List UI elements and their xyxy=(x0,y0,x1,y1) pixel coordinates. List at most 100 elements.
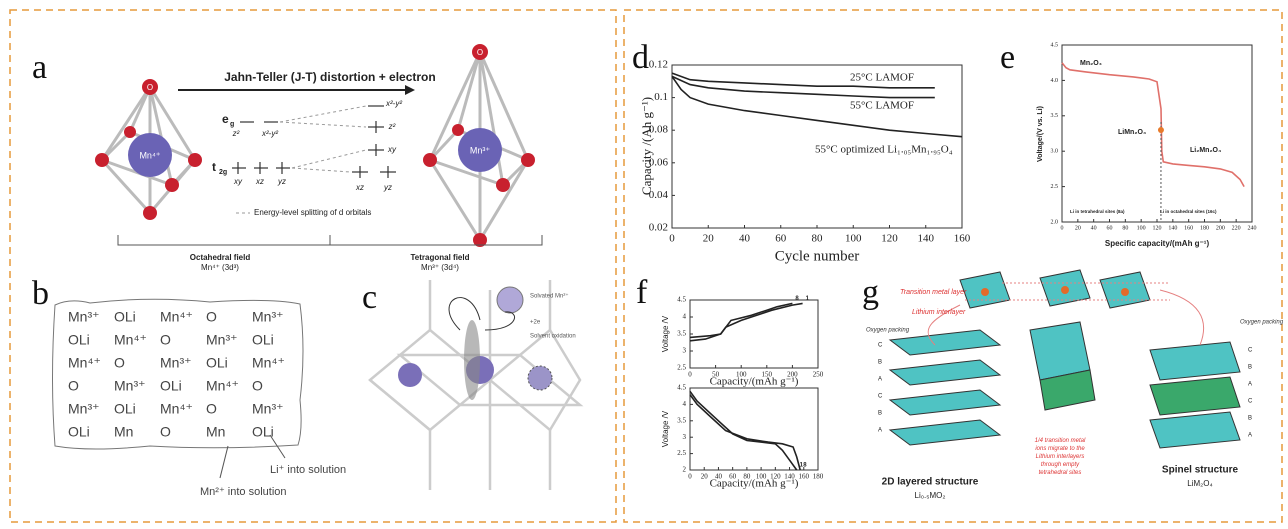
series-line xyxy=(689,394,801,471)
orbital-label: x²-y² xyxy=(261,129,278,138)
x-tick-label: 220 xyxy=(1232,225,1241,231)
site-label: OLi xyxy=(114,309,136,325)
x-tick-label: 0 xyxy=(688,371,692,379)
legend: Energy-level splitting of d orbitals xyxy=(254,208,371,217)
x-axis-label: Cycle number xyxy=(775,248,860,264)
orbital-label: z² xyxy=(232,129,240,138)
y-tick-label: 2.5 xyxy=(1051,184,1059,190)
spinel-cluster xyxy=(368,280,584,490)
y-tick-label: 0.06 xyxy=(649,156,669,168)
x-tick-label: 20 xyxy=(703,233,715,245)
site-label: O xyxy=(160,424,171,440)
x-tick-label: 180 xyxy=(813,473,824,481)
ion-label: Mn³⁺ xyxy=(470,145,490,155)
x-tick-label: 120 xyxy=(1153,225,1162,231)
x-tick-label: 80 xyxy=(1122,225,1128,231)
orbital-label: x²-y² xyxy=(385,99,402,108)
stack-label: C xyxy=(1248,348,1253,354)
series-line xyxy=(671,75,963,138)
y-tick-label: 0.12 xyxy=(649,59,668,71)
orbital-label: yz xyxy=(383,183,392,192)
site-label: Mn³⁺ xyxy=(68,401,100,417)
x-tick-label: 160 xyxy=(1184,225,1193,231)
series-line xyxy=(671,72,935,89)
annotation: Li in tetrahedral sites (8a) xyxy=(1070,209,1125,214)
note: 1/4 transition metal ions migrate to the L… xyxy=(1035,438,1086,476)
ion-label: Mn⁴⁺ xyxy=(139,150,160,160)
x-tick-label: 80 xyxy=(743,473,751,481)
site-label: OLi xyxy=(206,355,228,371)
panel-label: f xyxy=(636,274,648,311)
label: Oxygen packing xyxy=(866,328,910,334)
site-label: Mn⁴⁺ xyxy=(160,401,193,417)
y-axis-label: Voltage /V xyxy=(661,410,670,447)
y-tick-label: 2.5 xyxy=(677,364,686,372)
x-tick-label: 100 xyxy=(845,233,862,245)
note: Mn²⁺ into solution xyxy=(200,486,287,498)
label: Lithium interlayer xyxy=(912,309,966,316)
brackets xyxy=(117,235,543,246)
y-tick-label: 4 xyxy=(683,313,687,321)
x-tick-label: 120 xyxy=(881,233,898,245)
site-label: O xyxy=(160,332,171,348)
y-axis-label: Voltage /V xyxy=(661,315,670,352)
site-label: Mn³⁺ xyxy=(252,309,284,325)
field-config: Mn⁴⁺ (3d³) xyxy=(201,263,239,272)
stack-label: C xyxy=(878,343,883,349)
stack-label: A xyxy=(1248,382,1252,388)
y-tick-label: 4.5 xyxy=(677,296,686,304)
site-label: Mn xyxy=(206,424,225,440)
stack-label: B xyxy=(1248,416,1252,422)
x-axis-label: Capacity/(mAh g⁻¹) xyxy=(710,478,799,490)
y-tick-label: 2 xyxy=(683,466,687,474)
y-tick-label: 4.0 xyxy=(1051,78,1059,84)
orbital-label: yz xyxy=(277,177,286,186)
stack-label: C xyxy=(878,394,883,400)
field-label: Octahedral field xyxy=(190,253,251,262)
label: +2e xyxy=(530,320,541,326)
left-frame xyxy=(9,9,617,523)
layered-stacks xyxy=(888,269,1241,449)
x-tick-label: 100 xyxy=(736,371,747,379)
solvated-ion xyxy=(496,286,524,314)
eg-sub: g xyxy=(230,121,234,128)
x-axis-label: Capacity/(mAh g⁻¹) xyxy=(710,376,799,388)
stack-label: A xyxy=(878,428,882,434)
y-tick-label: 3.5 xyxy=(1051,113,1059,119)
arrows xyxy=(448,297,515,331)
site-label: O xyxy=(206,309,217,325)
series-label: 55°C LAMOF xyxy=(850,100,914,112)
x-tick-label: 20 xyxy=(1075,225,1081,231)
annotation: Li in octahedral sites (16c) xyxy=(1160,209,1217,214)
octahedron-right xyxy=(423,44,535,247)
right-frame xyxy=(623,9,1283,523)
site-label: OLi xyxy=(252,332,274,348)
x-tick-label: 150 xyxy=(762,371,773,379)
site-label: Mn³⁺ xyxy=(206,332,238,348)
x-tick-label: 0 xyxy=(688,473,692,481)
x-tick-label: 160 xyxy=(799,473,810,481)
x-tick-label: 100 xyxy=(756,473,767,481)
stack-label: A xyxy=(878,377,882,383)
panel-label: c xyxy=(362,279,377,316)
label: Transition metal layer xyxy=(900,289,967,296)
orbital-label: xz xyxy=(255,177,264,186)
oxygen-label: O xyxy=(477,48,483,57)
x-tick-label: 80 xyxy=(812,233,824,245)
y-tick-label: 2.5 xyxy=(677,449,686,457)
x-tick-label: 40 xyxy=(715,473,723,481)
site-label: OLi xyxy=(252,424,274,440)
site-label: Mn³⁺ xyxy=(68,309,100,325)
orbital-label: xz xyxy=(355,183,364,192)
site-label: O xyxy=(68,378,79,394)
stack-label: B xyxy=(878,360,882,366)
y-tick-label: 3 xyxy=(683,433,687,441)
series-line xyxy=(689,302,803,342)
x-tick-label: 40 xyxy=(1091,225,1097,231)
y-tick-label: 0.08 xyxy=(649,124,669,136)
series-label: 1 xyxy=(800,463,804,469)
crystal-outline xyxy=(52,298,304,450)
y-tick-label: 2.0 xyxy=(1051,219,1059,225)
site-label: OLi xyxy=(68,424,90,440)
